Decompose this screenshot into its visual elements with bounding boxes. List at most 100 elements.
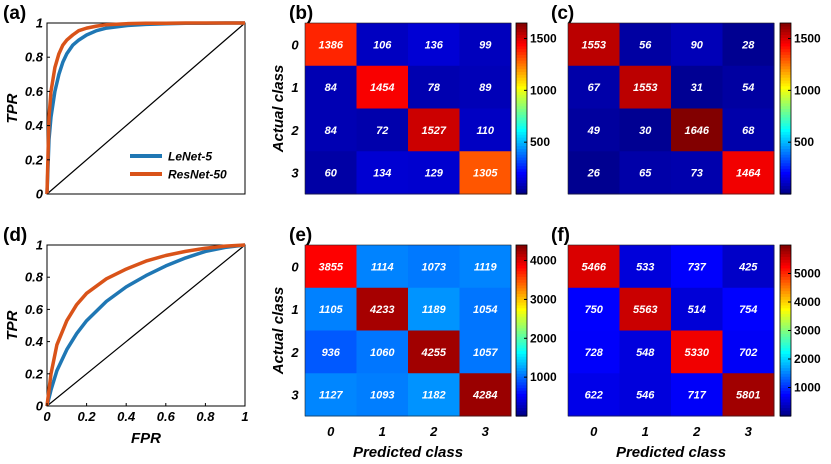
colorbar-step [516,364,527,369]
colorbar-step [516,37,527,41]
colorbar-step [516,336,527,340]
colorbar-step [780,259,791,263]
colorbar-step [516,398,527,403]
y-tick-label: 0.8 [25,50,44,65]
colorbar-step [780,341,791,346]
colorbar-step [516,145,527,149]
colorbar-step [516,302,527,306]
colorbar-step [516,393,527,397]
cell-value: 754 [739,304,757,316]
colorbar-step [516,276,527,280]
colorbar-step [516,159,527,164]
colorbar-step [516,327,527,332]
matrix-cell [671,245,723,289]
cell-value: 99 [479,39,492,51]
colorbar-step [516,279,527,283]
colorbar-step [516,321,527,326]
y-axis-title: Actual class [270,287,287,376]
colorbar-step [780,137,791,141]
colorbar-step [516,410,527,414]
colorbar-step [780,48,791,53]
colorbar-step [780,154,791,158]
y-axis-title: TPR [4,93,21,123]
cell-value: 1060 [370,347,395,359]
colorbar-step [780,293,791,297]
cell-value: 622 [585,390,603,402]
matrix-cell [305,330,357,374]
colorbar-step [516,88,527,92]
colorbar-frame [779,22,792,195]
cell-value: 134 [373,168,391,180]
colorbar-step [516,264,527,269]
col-tick-label: 0 [590,424,598,439]
cell-value: 1073 [422,261,446,273]
panel-label: (c) [551,3,574,24]
colorbar-step [516,188,527,192]
cell-value: 702 [739,347,757,359]
colorbar-step [516,267,527,272]
matrix-cell [671,65,723,109]
cell-value: 1553 [582,39,606,51]
colorbar-step [780,310,791,314]
chance-diagonal [46,22,246,195]
colorbar-step [516,373,527,377]
colorbar-tick-label: 3000 [794,324,821,338]
colorbar-step [780,321,791,326]
colorbar-step [516,350,527,354]
legend-entry: ResNet-50 [168,168,227,182]
colorbar: 1000 2000 3000 4000 [515,244,557,417]
colorbar-step [780,319,791,323]
matrix-cell [408,245,460,289]
matrix-cell [459,23,512,67]
roc-panel-3: 0 0.2 0.4 0.6 0.8 1 0 0.2 0.4 0.6 0.8 1 TPR FPR [4,238,249,448]
colorbar-step [780,384,791,389]
colorbar-step [516,128,527,132]
matrix-cell [305,373,357,417]
colorbar-step [780,247,791,252]
roc-curve-lenet-5 [45,243,246,407]
row-tick-label: 2 [290,345,299,360]
col-tick-label: 1 [642,424,649,439]
matrix-frame [304,22,512,195]
x-tick-label: 0.8 [196,409,215,424]
matrix-cell [408,151,460,195]
cell-value: 1305 [473,168,498,180]
colorbar-step [516,381,527,386]
colorbar-step [780,42,791,47]
colorbar-step [516,356,527,360]
colorbar-step [780,267,791,272]
matrix-frame [567,22,775,195]
cell-value: 26 [587,168,601,180]
y-axis-title: Actual class [270,65,287,154]
matrix-cell [356,108,409,152]
colorbar-step [780,387,791,391]
cell-value: 84 [325,82,337,94]
colorbar-tick-label: 5000 [794,267,821,281]
colorbar-step [780,245,791,249]
matrix-cell [671,287,723,331]
colorbar-step [780,51,791,55]
colorbar-step [516,290,527,295]
colorbar-step [516,91,527,95]
colorbar-step [780,396,791,400]
matrix-cell [459,287,512,331]
colorbar-step [516,344,527,349]
x-tick-label: 1 [241,409,248,424]
colorbar-step [780,31,791,35]
cell-value: 68 [742,125,755,137]
matrix-cell [459,151,512,195]
colorbar-step [780,117,791,121]
cell-value: 84 [325,125,337,137]
colorbar-step [780,373,791,377]
colorbar-step [516,284,527,289]
colorbar-step [516,48,527,53]
colorbar-step [780,77,791,81]
matrix-cell [671,108,723,152]
colorbar-step [780,350,791,354]
colorbar-step [780,171,791,175]
y-tick-label: 0.2 [25,366,44,381]
col-tick-label: 2 [692,424,701,439]
colorbar-step [780,62,791,67]
panel-label: (b) [289,3,313,24]
matrix-cell [671,330,723,374]
